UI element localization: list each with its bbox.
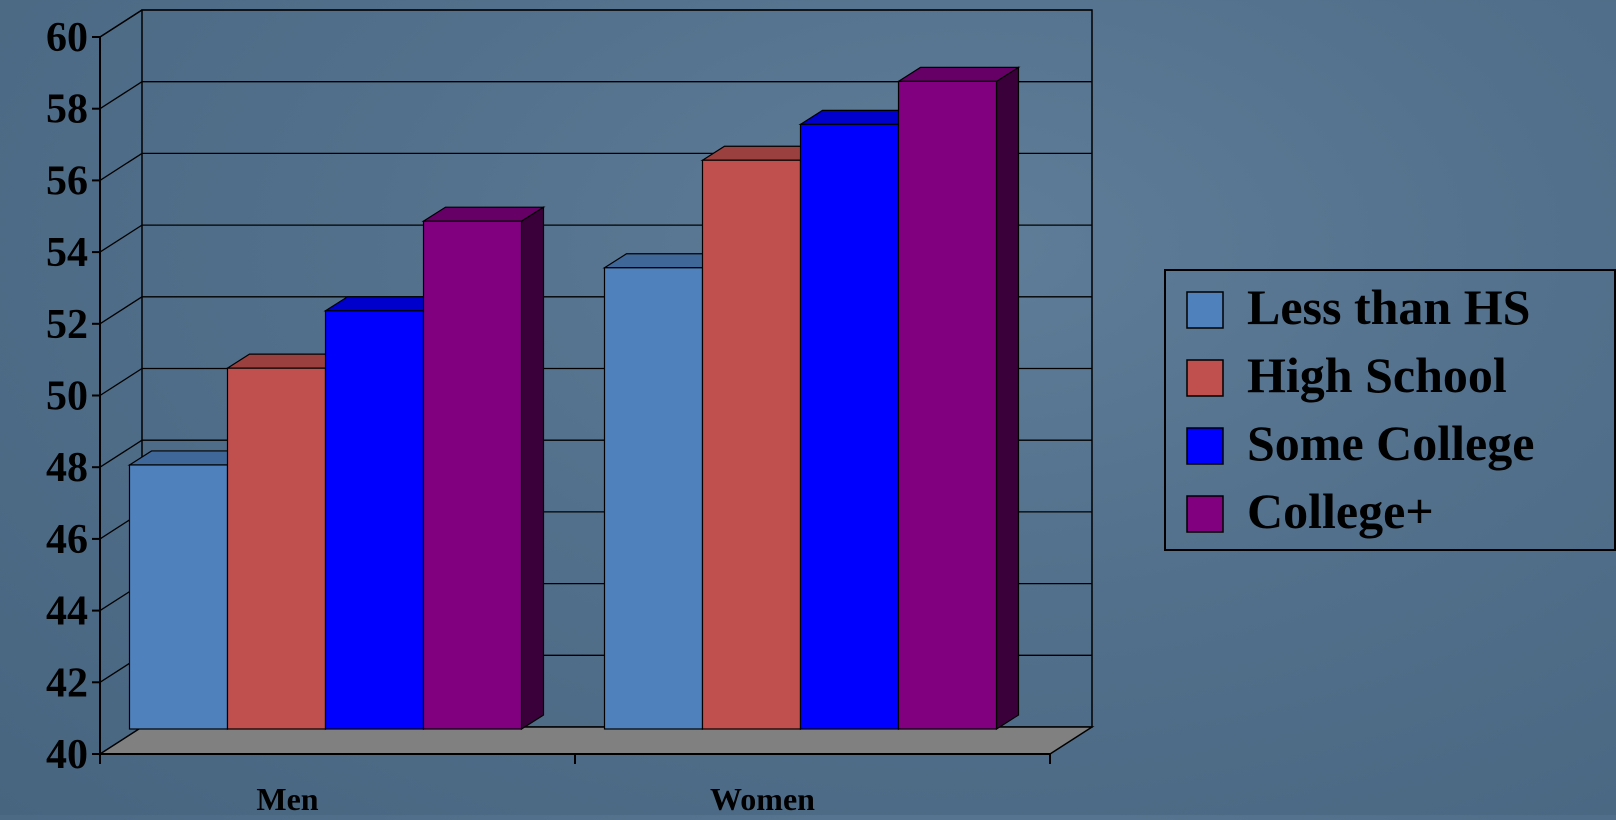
bar	[324, 310, 425, 730]
y-tick-label: 48	[46, 445, 88, 491]
legend-label: Less than HS	[1247, 279, 1530, 335]
legend: Less than HS High School Some College Colle…	[1164, 269, 1616, 551]
bars	[127, 66, 1021, 731]
bar	[603, 267, 704, 730]
axes: 40 42 44 46 48 50 52 54 56 58 60 Men Women	[46, 15, 1051, 817]
bar	[422, 220, 523, 730]
y-tick-label: 60	[46, 15, 88, 61]
y-tick-label: 50	[46, 374, 88, 420]
y-tick-label: 56	[46, 158, 88, 204]
y-tick-label: 40	[46, 732, 88, 778]
bar-side	[995, 66, 1020, 731]
gridline	[99, 81, 1092, 110]
legend-swatch	[1186, 291, 1224, 329]
legend-swatch	[1186, 427, 1224, 465]
y-tick-label: 46	[46, 517, 88, 563]
bar-top	[421, 206, 546, 222]
y-tick-label: 58	[46, 87, 88, 133]
y-tick-label: 42	[46, 660, 88, 706]
legend-label: College+	[1247, 483, 1434, 539]
bar	[799, 123, 900, 730]
legend-swatch	[1186, 495, 1224, 533]
bar	[128, 464, 229, 730]
y-tick-label: 54	[46, 230, 88, 276]
legend-label: High School	[1247, 347, 1507, 403]
bar	[226, 367, 327, 730]
gridline	[99, 9, 1092, 38]
legend-box	[1164, 269, 1616, 551]
legend-swatch	[1186, 359, 1224, 397]
bar	[897, 80, 998, 730]
y-tick-label: 44	[46, 589, 88, 635]
bar	[701, 159, 802, 730]
legend-label: Some College	[1247, 415, 1534, 471]
x-tick-label: Men	[256, 781, 318, 815]
y-tick-label: 52	[46, 302, 88, 348]
floor	[97, 726, 1095, 755]
bar-top	[896, 66, 1021, 82]
x-tick-label: Women	[710, 781, 815, 815]
bar-side	[520, 206, 545, 731]
plot-area	[97, 9, 1095, 755]
